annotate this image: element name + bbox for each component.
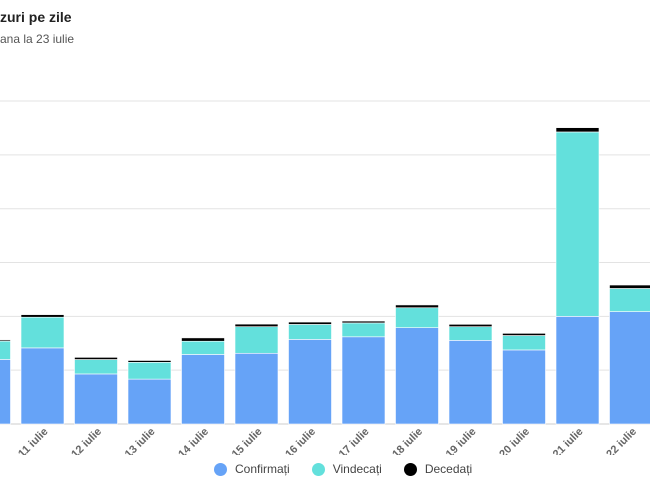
x-tick-label-19-iulie: 19 iulie (444, 426, 479, 455)
x-tick-label-17-iulie: 17 iulie (337, 426, 372, 455)
legend-item-vindecati[interactable]: Vindecați (311, 462, 382, 476)
bar-15-iulie-vindecați[interactable] (234, 326, 279, 354)
x-tick-label-15-iulie: 15 iulie (230, 426, 265, 455)
bar-19-iulie-confirmați[interactable] (448, 340, 493, 425)
bar-16-iulie-vindecați[interactable] (288, 324, 332, 340)
bar-19-iulie-decedați[interactable] (448, 324, 493, 327)
bar-11-iulie-decedați[interactable] (20, 314, 65, 318)
bar-15-iulie-confirmați[interactable] (234, 352, 279, 425)
x-tick-label-18-iulie: 18 iulie (390, 426, 425, 455)
bar-17-iulie-vindecați[interactable] (341, 322, 386, 338)
bar-16-iulie-decedați[interactable] (288, 321, 332, 325)
bar-22-iulie-decedați[interactable] (609, 284, 650, 289)
legend-label-confirmati: Confirmați (235, 462, 290, 476)
bar-22-iulie-confirmați[interactable] (609, 311, 650, 425)
bar-16-iulie-confirmați[interactable] (288, 339, 332, 425)
bar-12-iulie-confirmați[interactable] (74, 373, 118, 425)
bar-13-iulie-confirmați[interactable] (127, 378, 172, 425)
legend-swatch-decedati (403, 462, 417, 476)
x-tick-label-13-iulie: 13 iulie (123, 426, 158, 455)
bar-17-iulie-confirmați[interactable] (341, 336, 386, 425)
x-tick-label-16-iulie: 16 iulie (283, 426, 318, 455)
x-tick-label-14-iulie: 14 iulie (176, 426, 211, 455)
bars (0, 127, 650, 425)
bar-12-iulie-vindecați[interactable] (74, 359, 118, 375)
legend-swatch-vindecati (311, 462, 325, 476)
chart-title: zuri pe zile (0, 9, 72, 25)
bar-21-iulie-decedați[interactable] (555, 127, 600, 133)
legend-label-vindecati: Vindecați (332, 462, 382, 476)
bar-20-iulie-vindecați[interactable] (502, 335, 546, 351)
bar-10-iulie-vindecați[interactable] (0, 340, 11, 360)
x-tick-label-11-iulie: 11 iulie (16, 426, 50, 455)
bar-14-iulie-vindecați[interactable] (181, 340, 225, 355)
bar-18-iulie-vindecați[interactable] (395, 307, 439, 328)
bar-22-iulie-vindecați[interactable] (609, 288, 650, 312)
bar-21-iulie-confirmați[interactable] (555, 316, 600, 425)
bar-17-iulie-decedați[interactable] (341, 320, 386, 324)
x-tick-label-12-iulie: 12 iulie (69, 426, 104, 455)
bar-11-iulie-vindecați[interactable] (20, 316, 65, 349)
x-tick-label-20-iulie: 20 iulie (497, 426, 532, 455)
bar-13-iulie-vindecați[interactable] (127, 362, 172, 380)
legend-item-decedati[interactable]: Decedați (403, 462, 473, 476)
chart-subtitle: ana la 23 iulie (0, 32, 75, 46)
bar-20-iulie-confirmați[interactable] (502, 349, 546, 425)
bar-11-iulie-confirmați[interactable] (20, 347, 65, 425)
x-tick-label-21-iulie: 21 iulie (551, 426, 586, 455)
legend-swatch-confirmati (214, 462, 227, 476)
bar-20-iulie-decedați[interactable] (502, 333, 546, 336)
bar-15-iulie-decedați[interactable] (234, 323, 279, 327)
bar-18-iulie-decedați[interactable] (395, 304, 439, 309)
legend-item-confirmati[interactable]: Confirmați (214, 462, 290, 476)
bar-14-iulie-confirmați[interactable] (181, 354, 225, 425)
bar-13-iulie-decedați[interactable] (127, 360, 172, 363)
bar-12-iulie-decedați[interactable] (74, 357, 118, 360)
x-tick-label-22-iulie: 22 iulie (604, 426, 639, 455)
bar-18-iulie-confirmați[interactable] (395, 327, 439, 425)
bar-10-iulie-decedați[interactable] (0, 339, 11, 342)
bar-21-iulie-vindecați[interactable] (555, 131, 600, 317)
bar-19-iulie-vindecați[interactable] (448, 326, 493, 341)
bar-14-iulie-decedați[interactable] (181, 337, 225, 342)
bar-10-iulie-confirmați[interactable] (0, 359, 11, 425)
legend: Confirmați Vindecați Decedați (214, 462, 494, 476)
legend-label-decedati: Decedați (424, 462, 473, 476)
